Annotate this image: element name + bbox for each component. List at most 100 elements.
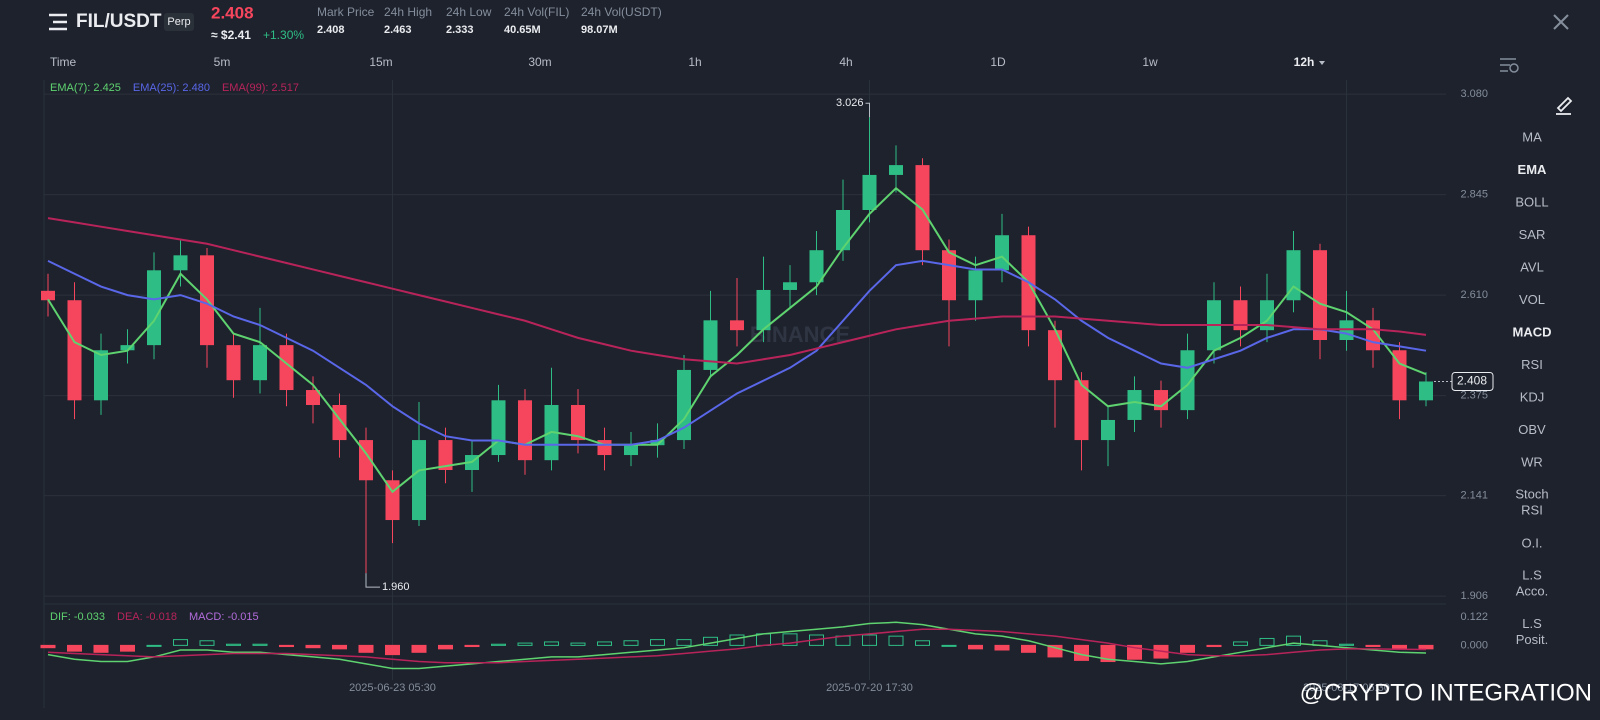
candle-body [1419,381,1433,401]
macd-tick-label: 0.122 [1460,611,1488,623]
indicator[interactable]: WR [1521,454,1543,469]
symbol[interactable]: FIL/USDT [76,11,162,32]
price-tag [1451,371,1494,391]
candle-body [41,290,55,301]
indicator[interactable]: Stoch RSI [1515,487,1548,518]
candle-body [94,350,108,401]
candle-body [809,250,824,283]
indicator[interactable]: RSI [1521,357,1543,372]
macd-line [47,628,1427,664]
macd-bar [782,633,798,646]
x-tick-label: 2025-08-17 05:30 [1303,682,1390,694]
macd-bar [199,640,215,646]
macd-bar [491,643,506,646]
candle-body [253,345,267,381]
indicator[interactable]: O.I. [1522,535,1543,550]
timeframe[interactable]: 15m [369,55,392,69]
timeframe[interactable]: 30m [528,55,551,69]
stat-label: 24h Vol(USDT) [581,5,662,19]
candle-body [968,270,983,301]
stat-value: 2.408 [317,24,345,36]
candle-body [1313,250,1327,341]
macd-bar [1047,644,1063,658]
candle-body [1074,380,1089,441]
stat-value: 98.07M [581,24,618,36]
menu-icon[interactable] [49,13,67,31]
macd-bar [146,644,162,647]
candle-body [173,255,188,271]
macd-bar [252,643,268,646]
price-change: +1.30% [263,28,304,42]
stat-label: 24h Low [446,5,492,19]
macd-bar [1365,644,1381,648]
y-tick-label: 2.610 [1460,289,1488,301]
candle-body [1101,419,1115,441]
macd-bar [464,644,480,648]
macd-bar [438,644,453,650]
macd-bar [1259,637,1275,646]
macd-tick-label: 0.000 [1460,639,1488,651]
y-tick-label: 2.375 [1460,390,1488,402]
stat-label: Mark Price [317,5,375,19]
timeframe[interactable]: 4h [839,55,852,69]
macd-bar [570,642,586,646]
x-tick-label: 2025-06-23 05:30 [349,682,436,694]
timeframe[interactable]: 1D [990,55,1006,69]
watermark: @CRYPTO INTEGRATION [1300,679,1592,706]
last-price: 2.408 [211,3,254,22]
dropdown-arrow [1319,61,1325,65]
candle-body [703,320,718,370]
candle-body [67,300,82,401]
macd-bar [40,644,56,649]
legend-entry: EMA(25): 2.480 [133,82,210,94]
macd-bar [888,635,904,646]
indicator[interactable]: AVL [1520,259,1544,274]
macd-bar [173,639,188,646]
indicator[interactable]: MACD [1513,324,1552,339]
stat-value: 2.463 [384,24,412,36]
indicator[interactable]: SAR [1519,227,1546,242]
indicator[interactable]: L.S Acco. [1516,568,1549,599]
macd-bar [623,640,639,646]
indicator[interactable]: BOLL [1515,194,1548,209]
stat-label: 24h Vol(FIL) [504,5,569,19]
timeframe[interactable]: Time [50,55,77,69]
timeframe[interactable]: 12h [1294,55,1315,69]
ema-line [47,217,1427,365]
draw-icon[interactable] [1556,96,1573,115]
macd-bar [597,641,612,646]
stat-value: 2.333 [446,24,474,36]
macd-bar [1286,635,1301,646]
settings-icon[interactable] [1500,58,1519,73]
contract: Perp [167,16,190,28]
indicator[interactable]: EMA [1518,162,1548,177]
macd-bar [385,644,400,656]
macd-bar [650,639,665,646]
macd-bar [1392,644,1407,649]
timeframe[interactable]: 5m [214,55,231,69]
indicator[interactable]: L.S Posit. [1516,616,1549,647]
timeframe[interactable]: 1w [1142,55,1158,69]
annotation-label: 3.026 [836,97,864,109]
ema-line [47,186,1427,494]
candle-body [836,210,850,251]
indicator[interactable]: MA [1522,129,1542,144]
candle-body [147,270,161,346]
candle-body [1180,350,1195,411]
indicator[interactable]: VOL [1519,292,1545,307]
candle-body [571,405,585,441]
macd-bar [544,641,559,646]
y-tick-label: 1.906 [1460,590,1488,602]
contract-badge [164,13,194,31]
timeframe[interactable]: 1h [688,55,701,69]
macd-legend-entry: MACD: -0.015 [189,611,259,623]
candle-body [226,345,241,381]
macd-bar [1418,644,1434,650]
candle-body [730,320,744,331]
indicator[interactable]: KDJ [1520,389,1545,404]
close-icon[interactable] [1553,14,1569,30]
indicator[interactable]: OBV [1518,422,1546,437]
macd-bar [332,644,347,650]
macd-legend-entry: DIF: -0.033 [50,611,105,623]
legend-entry: EMA(99): 2.517 [222,82,299,94]
